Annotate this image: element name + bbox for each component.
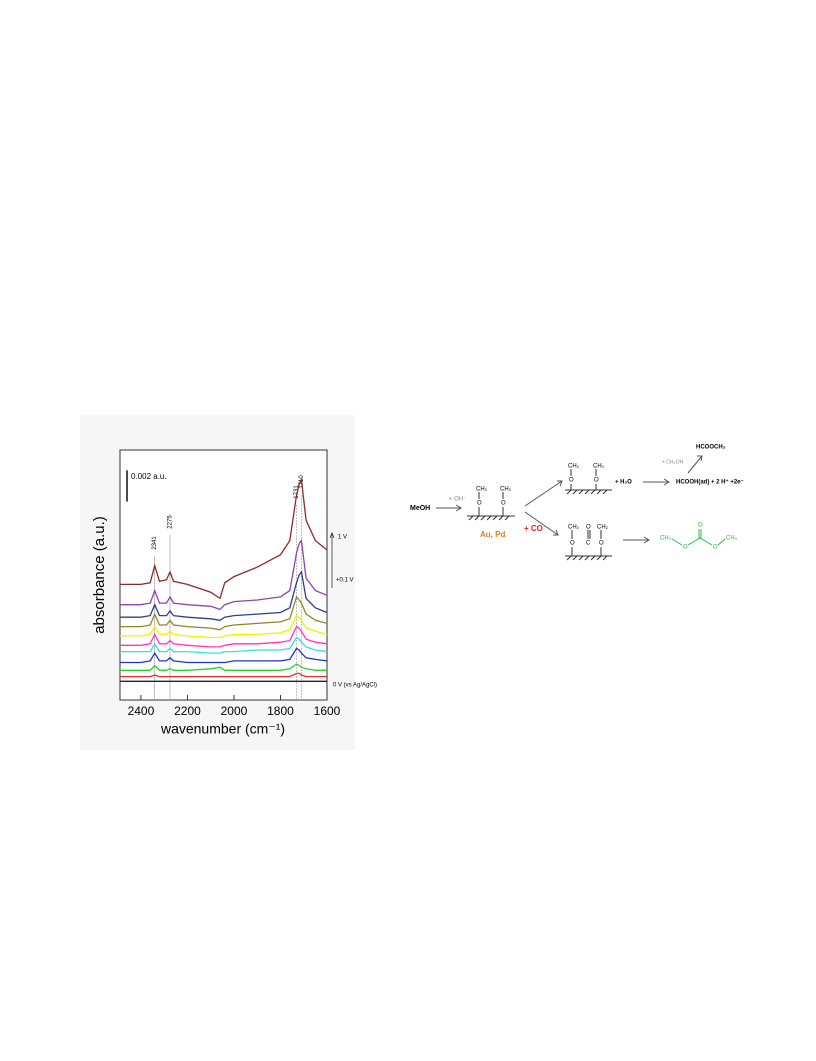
group: CH₂ [597, 525, 609, 531]
bonds [570, 469, 597, 490]
group: CH₃ [476, 487, 488, 493]
reagent: + CH₃OH [662, 459, 683, 465]
surface [565, 555, 612, 561]
arrow [623, 536, 650, 544]
reagent-co: + CO [524, 524, 543, 533]
arrow-head [455, 504, 462, 512]
atom: O [569, 478, 574, 484]
x-tick-label: 1800 [267, 704, 294, 718]
x-tick-label: 2400 [128, 704, 155, 718]
arrow [524, 480, 563, 507]
surface [467, 515, 515, 521]
spectrum [120, 672, 327, 678]
reagent: + OH⁻ [449, 497, 466, 503]
atom: O [501, 501, 506, 507]
x-tick-label: 2200 [174, 704, 201, 718]
spectrum [120, 647, 328, 664]
products: HCOOH(ad) + 2 H⁺ +2e⁻ [676, 479, 744, 486]
atom: O [698, 523, 703, 529]
spectrum [120, 636, 328, 654]
carbonate: CH₃ O O O CH₃ [660, 523, 738, 551]
spectrum [120, 538, 328, 611]
atom: O [683, 545, 688, 551]
group: CH₃ [500, 487, 512, 493]
annotation: 0 V (vs Ag/AgCl) [333, 683, 377, 689]
potential-arrow [329, 531, 335, 588]
x-tick-label: 2000 [221, 704, 248, 718]
atom: O [570, 541, 575, 547]
group: CH₂ [568, 525, 580, 531]
surface [565, 489, 612, 495]
atom: O [586, 525, 591, 531]
water: + H₂O [615, 480, 632, 486]
reactant: MeOH [410, 505, 430, 512]
group: CH₃ [726, 536, 738, 542]
scale-bar-label: 0.002 a.u. [131, 472, 167, 481]
peak-label: 2275 [168, 515, 174, 529]
spectrum [120, 595, 328, 631]
arrow [643, 478, 670, 486]
bonds [571, 530, 602, 556]
peak-label: 2341 [152, 536, 158, 550]
group: CH₂ [568, 464, 580, 470]
atom: O [594, 478, 599, 484]
spectrum [120, 477, 328, 600]
x-axis-label: wavenumber (cm⁻¹) [160, 721, 285, 737]
reaction-scheme: MeOH + OH⁻ CH₃ O CH₃ O Au, Pd + CO CH₂ O… [410, 445, 744, 561]
y-axis-label: absorbance (a.u.) [91, 516, 108, 634]
group: CH₃ [660, 536, 672, 542]
catalyst: Au, Pd [480, 530, 505, 539]
spectrum [120, 625, 328, 648]
atom: C [586, 541, 591, 547]
annotation: +0.1 V [336, 578, 354, 584]
arrow [524, 511, 559, 536]
bonds [478, 492, 504, 516]
atom: O [599, 541, 604, 547]
group: CH₂ [593, 464, 605, 470]
spectrum [120, 570, 328, 621]
spectrum [120, 663, 327, 671]
bonds [671, 529, 726, 546]
annotation: 1 V [338, 535, 347, 541]
spectrum [120, 614, 328, 639]
arrow [687, 455, 703, 474]
atom: O [477, 501, 482, 507]
ester: HCOOCH₃ [696, 445, 726, 451]
atom: O [713, 545, 718, 551]
x-tick-label: 1600 [314, 704, 341, 718]
